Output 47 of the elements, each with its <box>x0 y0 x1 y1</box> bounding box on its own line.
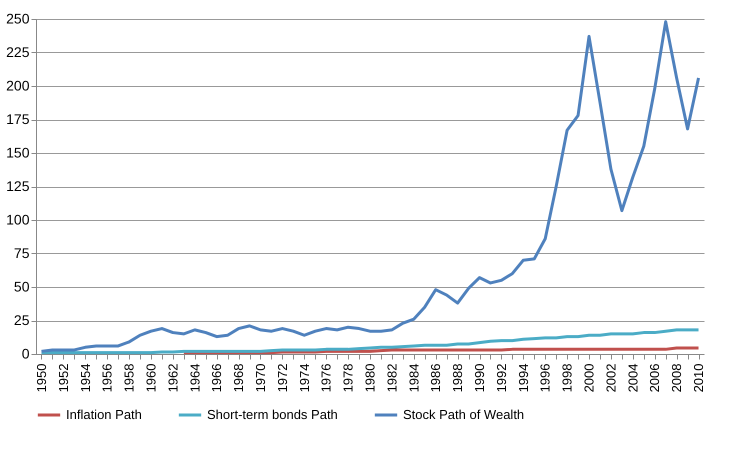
x-tick-label: 1998 <box>560 364 575 392</box>
y-tick-label: 225 <box>6 44 30 60</box>
x-tick-label: 1964 <box>187 364 202 392</box>
x-tick-label: 1958 <box>122 364 137 392</box>
y-tick-label: 75 <box>14 245 30 261</box>
x-tick-label: 1956 <box>100 364 115 392</box>
y-tick-label: 0 <box>22 346 30 362</box>
x-tick-label: 2000 <box>582 364 597 392</box>
x-tick-label: 1980 <box>362 364 378 392</box>
x-tick-label: 2006 <box>647 364 662 392</box>
y-tick-label: 175 <box>6 111 30 127</box>
x-tick-label: 1978 <box>340 364 356 392</box>
x-tick-label: 1962 <box>165 364 180 392</box>
x-tick-label: 1994 <box>516 364 531 392</box>
x-tick-label: 2010 <box>691 364 706 392</box>
x-tick-label: 1970 <box>252 364 268 392</box>
x-tick-label: 1984 <box>406 364 422 392</box>
x-tick-label: 2002 <box>603 364 618 392</box>
y-tick-label: 100 <box>6 212 30 228</box>
y-tick-label: 50 <box>14 278 30 294</box>
x-tick-label: 1972 <box>274 364 290 392</box>
y-tick-label: 200 <box>6 78 30 94</box>
x-tick-label: 1976 <box>318 364 334 392</box>
line-series <box>40 20 700 353</box>
x-tick-label: 1990 <box>472 364 488 392</box>
x-tick-label: 1982 <box>384 364 400 392</box>
x-tick-label: 1988 <box>450 364 466 392</box>
x-tick-label: 2008 <box>669 364 684 392</box>
x-tick-label: 1968 <box>231 364 246 392</box>
y-tick-label: 150 <box>6 144 30 160</box>
y-tick-label: 125 <box>6 178 30 194</box>
x-tick-label: 1960 <box>143 364 158 392</box>
x-tick-label: 1966 <box>209 364 224 392</box>
x-tick-label: 1950 <box>34 364 49 392</box>
x-tick-label: 1992 <box>494 364 509 392</box>
legend-label: Short-term bonds Path <box>207 407 338 422</box>
line-series <box>40 328 700 354</box>
y-tick-label: 250 <box>6 10 30 26</box>
x-tick-label: 1996 <box>538 364 553 392</box>
x-tick-label: 1986 <box>428 364 444 392</box>
legend-label: Stock Path of Wealth <box>403 407 524 422</box>
x-tick-label: 2004 <box>625 364 640 392</box>
x-tick-label: 1974 <box>296 364 312 392</box>
legend-label: Inflation Path <box>66 407 142 422</box>
y-tick-label: 25 <box>14 312 30 328</box>
x-tick-label: 1954 <box>78 364 93 392</box>
x-tick-label: 1952 <box>56 364 71 392</box>
